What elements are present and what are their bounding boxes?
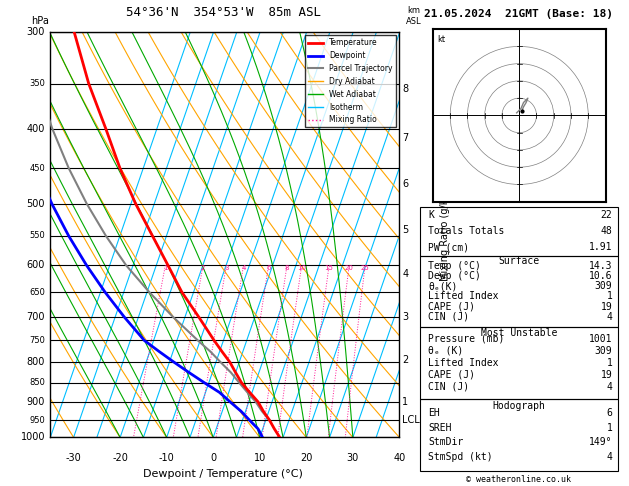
Text: 1: 1 — [606, 423, 613, 433]
Text: Lifted Index: Lifted Index — [428, 358, 499, 368]
Text: 950: 950 — [30, 416, 45, 425]
Text: 8: 8 — [402, 84, 408, 94]
Text: 4: 4 — [606, 382, 613, 392]
Text: 309: 309 — [595, 281, 613, 291]
Text: 4: 4 — [606, 312, 613, 322]
Text: 350: 350 — [29, 79, 45, 88]
Text: 25: 25 — [361, 265, 370, 271]
Text: 309: 309 — [595, 346, 613, 356]
Text: 6: 6 — [606, 408, 613, 418]
Text: 6: 6 — [266, 265, 271, 271]
Text: kt: kt — [437, 35, 445, 44]
Text: -30: -30 — [65, 452, 82, 463]
Text: 1: 1 — [606, 358, 613, 368]
Text: 300: 300 — [26, 27, 45, 36]
Text: 22: 22 — [601, 210, 613, 220]
Text: hPa: hPa — [31, 16, 49, 25]
Text: 450: 450 — [30, 164, 45, 173]
Text: 4: 4 — [402, 269, 408, 279]
Text: 7: 7 — [402, 133, 408, 143]
Text: 149°: 149° — [589, 437, 613, 447]
Text: 10: 10 — [297, 265, 306, 271]
Text: 850: 850 — [29, 378, 45, 387]
Text: 30: 30 — [347, 452, 359, 463]
Text: 1: 1 — [163, 265, 167, 271]
Text: 1: 1 — [606, 292, 613, 301]
Text: CAPE (J): CAPE (J) — [428, 370, 475, 380]
Text: Dewpoint / Temperature (°C): Dewpoint / Temperature (°C) — [143, 469, 303, 479]
Text: 0: 0 — [210, 452, 216, 463]
Text: © weatheronline.co.uk: © weatheronline.co.uk — [467, 474, 571, 484]
Text: 1001: 1001 — [589, 334, 613, 344]
Text: PW (cm): PW (cm) — [428, 243, 469, 252]
Text: 19: 19 — [601, 370, 613, 380]
Text: 40: 40 — [393, 452, 406, 463]
Text: Pressure (mb): Pressure (mb) — [428, 334, 504, 344]
Text: 1.91: 1.91 — [589, 243, 613, 252]
Text: 54°36'N  354°53'W  85m ASL: 54°36'N 354°53'W 85m ASL — [126, 6, 321, 19]
Text: 6: 6 — [402, 179, 408, 190]
Text: 3: 3 — [224, 265, 228, 271]
Text: CAPE (J): CAPE (J) — [428, 302, 475, 312]
Text: 600: 600 — [26, 260, 45, 270]
Text: 1000: 1000 — [21, 433, 45, 442]
Text: Totals Totals: Totals Totals — [428, 226, 504, 236]
Text: Mixing Ratio (g/kg): Mixing Ratio (g/kg) — [440, 189, 450, 280]
Text: -10: -10 — [159, 452, 175, 463]
Text: K: K — [428, 210, 434, 220]
Text: SREH: SREH — [428, 423, 452, 433]
Text: 14.3: 14.3 — [589, 261, 613, 271]
Text: StmSpd (kt): StmSpd (kt) — [428, 452, 493, 462]
Text: 21.05.2024  21GMT (Base: 18): 21.05.2024 21GMT (Base: 18) — [425, 9, 613, 19]
Text: 4: 4 — [242, 265, 246, 271]
Text: 15: 15 — [325, 265, 333, 271]
Text: 20: 20 — [345, 265, 353, 271]
Text: LCL: LCL — [402, 415, 420, 425]
Text: StmDir: StmDir — [428, 437, 464, 447]
Text: 800: 800 — [26, 357, 45, 367]
Text: CIN (J): CIN (J) — [428, 312, 469, 322]
Text: 3: 3 — [402, 312, 408, 322]
Text: 20: 20 — [300, 452, 313, 463]
Text: Most Unstable: Most Unstable — [481, 328, 557, 338]
Text: 4: 4 — [606, 452, 613, 462]
Text: Surface: Surface — [499, 256, 540, 266]
Text: 750: 750 — [29, 336, 45, 345]
Text: km
ASL: km ASL — [406, 6, 421, 25]
Text: 700: 700 — [26, 312, 45, 322]
Text: 8: 8 — [285, 265, 289, 271]
Text: 10: 10 — [253, 452, 266, 463]
Text: 550: 550 — [30, 231, 45, 241]
Legend: Temperature, Dewpoint, Parcel Trajectory, Dry Adiabat, Wet Adiabat, Isotherm, Mi: Temperature, Dewpoint, Parcel Trajectory… — [304, 35, 396, 127]
Text: 19: 19 — [601, 302, 613, 312]
Text: 2: 2 — [402, 355, 408, 365]
Text: 48: 48 — [601, 226, 613, 236]
Text: 10.6: 10.6 — [589, 271, 613, 281]
Text: CIN (J): CIN (J) — [428, 382, 469, 392]
Text: θₑ(K): θₑ(K) — [428, 281, 457, 291]
Text: 400: 400 — [26, 123, 45, 134]
Text: 2: 2 — [201, 265, 205, 271]
Text: θₑ (K): θₑ (K) — [428, 346, 464, 356]
Text: 1: 1 — [402, 397, 408, 407]
Text: 900: 900 — [26, 397, 45, 407]
Text: 500: 500 — [26, 199, 45, 209]
Text: -20: -20 — [112, 452, 128, 463]
Text: 5: 5 — [402, 225, 408, 235]
Text: Temp (°C): Temp (°C) — [428, 261, 481, 271]
Text: Dewp (°C): Dewp (°C) — [428, 271, 481, 281]
Text: EH: EH — [428, 408, 440, 418]
Text: Hodograph: Hodograph — [493, 401, 546, 411]
Text: 650: 650 — [29, 288, 45, 296]
Text: Lifted Index: Lifted Index — [428, 292, 499, 301]
